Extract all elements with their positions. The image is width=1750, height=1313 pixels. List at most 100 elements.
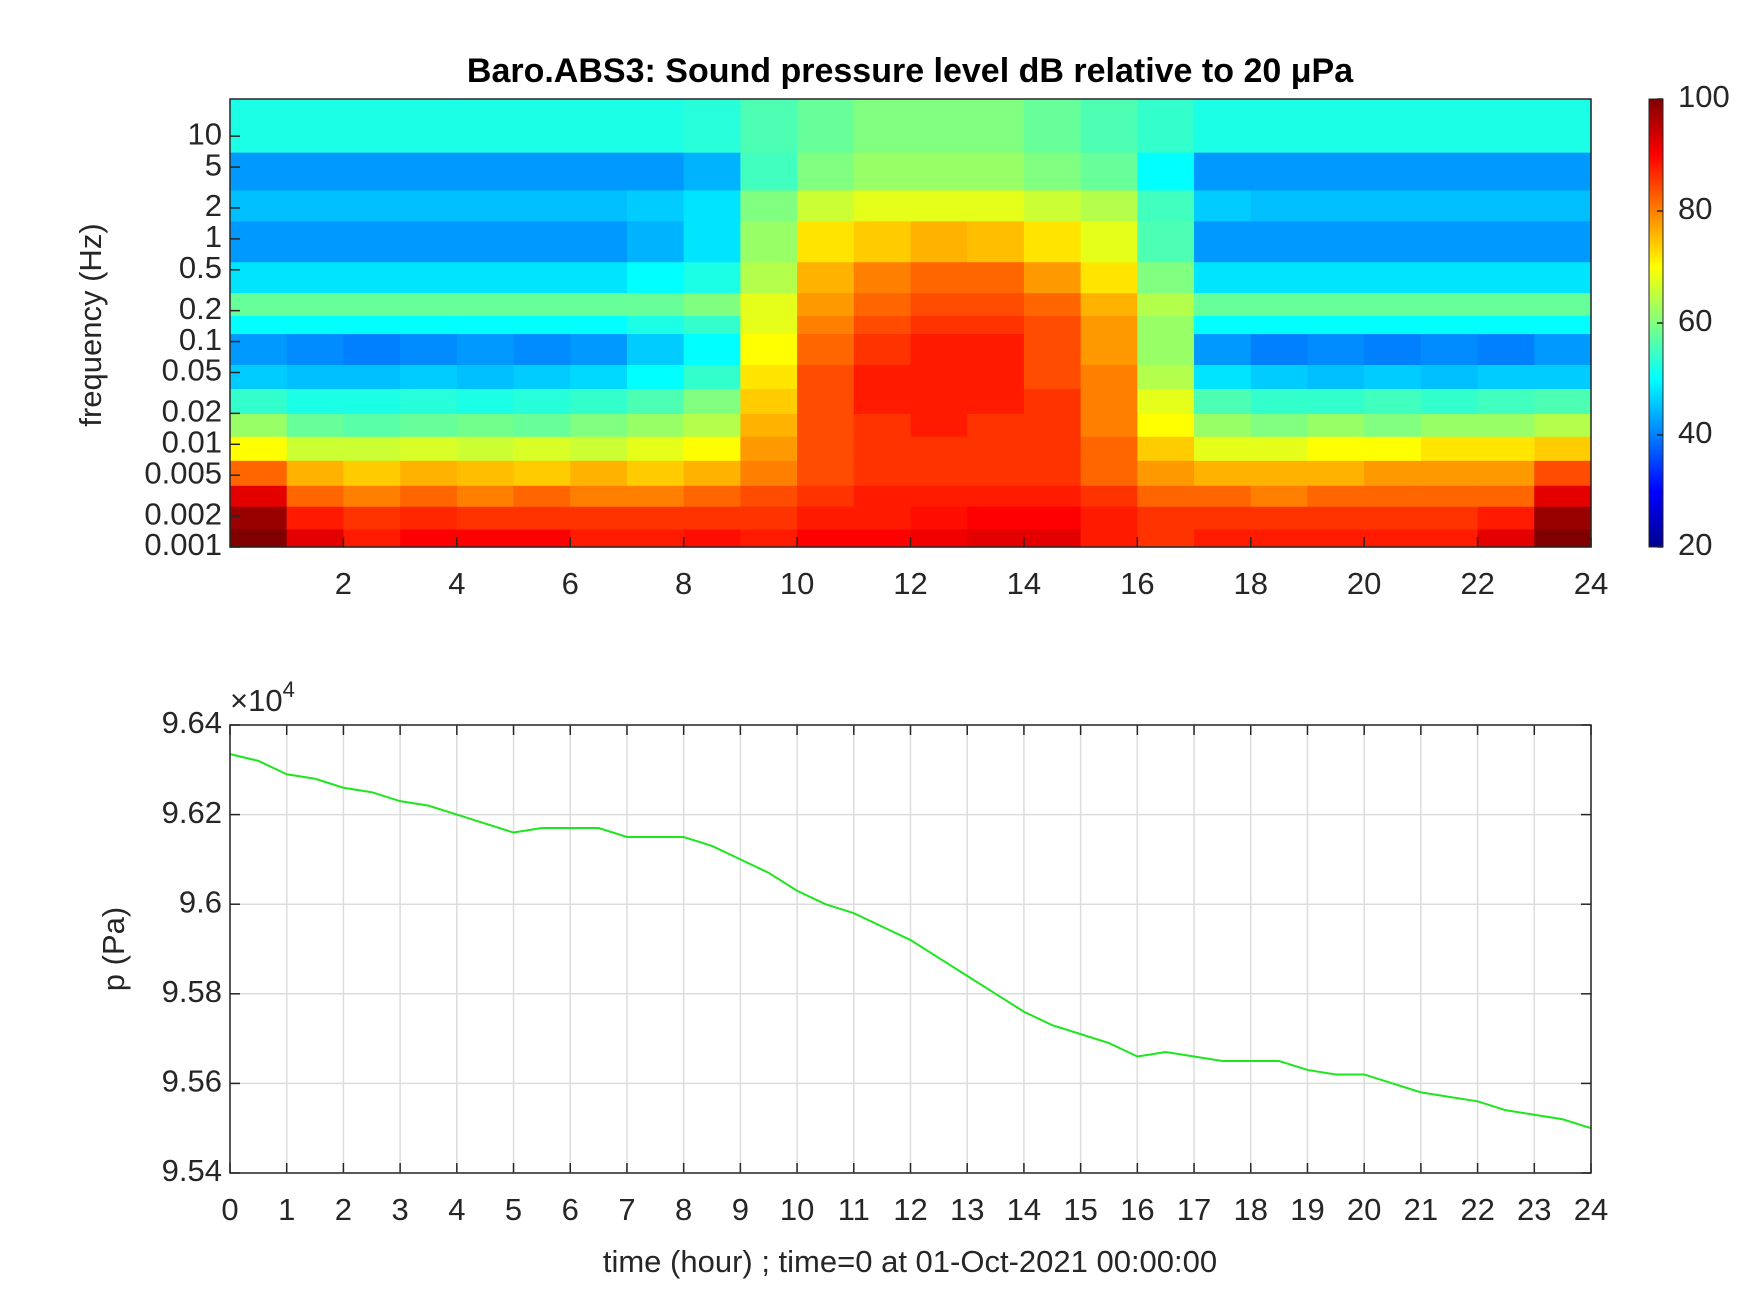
heatmap-cell	[286, 364, 345, 390]
heatmap-cell	[740, 460, 798, 486]
heatmap-cell	[513, 528, 571, 548]
heatmap-cell	[1250, 436, 1309, 461]
heatmap-cell	[683, 333, 741, 365]
heatmap-cell	[1137, 261, 1195, 294]
heatmap-cell	[740, 292, 798, 316]
heatmap-cell	[967, 333, 1025, 365]
heatmap-cell	[1080, 261, 1138, 294]
heatmap-cell	[286, 152, 345, 191]
heatmap-cell	[967, 189, 1025, 222]
heatmap-cell	[1364, 413, 1422, 437]
heatmap-cell	[626, 189, 685, 222]
heatmap-cell	[1420, 460, 1479, 486]
heatmap-cell	[1307, 485, 1365, 507]
heatmap-cell	[1477, 436, 1535, 461]
heatmap-cell	[1307, 333, 1365, 365]
heatmap-cell	[1194, 189, 1252, 222]
heatmap-cell	[1534, 220, 1592, 263]
heatmap-cell	[230, 460, 288, 486]
heatmap-cell	[1250, 220, 1309, 263]
heatmap-cell	[1477, 506, 1535, 530]
heatmap-cell	[456, 292, 515, 316]
heatmap-cell	[1534, 388, 1592, 414]
heatmap-cell	[1023, 99, 1082, 153]
heatmap-cell	[853, 528, 912, 548]
x-tick-label: 23	[1517, 1192, 1551, 1227]
y-tick-label: 0.2	[179, 291, 222, 326]
heatmap-cell	[343, 315, 401, 335]
heatmap-cell	[343, 506, 401, 530]
heatmap-cell	[1420, 220, 1479, 263]
y-tick-label: 0.1	[179, 322, 222, 357]
heatmap-cell	[1194, 485, 1252, 507]
heatmap-cell	[1420, 364, 1479, 390]
heatmap-cell	[513, 460, 571, 486]
heatmap-cell	[400, 506, 458, 530]
heatmap-cell	[967, 364, 1025, 390]
heatmap-cell	[797, 413, 855, 437]
heatmap-cell	[1420, 261, 1479, 294]
heatmap-cell	[967, 528, 1025, 548]
heatmap-cell	[740, 528, 798, 548]
heatmap-cell	[797, 261, 855, 294]
x-tick-label: 15	[1063, 1192, 1097, 1227]
heatmap-cell	[286, 436, 345, 461]
heatmap-cell	[853, 364, 912, 390]
heatmap-cell	[626, 460, 685, 486]
heatmap-cell	[1250, 333, 1309, 365]
heatmap-cell	[400, 364, 458, 390]
heatmap-cell	[1420, 315, 1479, 335]
heatmap-cell	[1307, 364, 1365, 390]
heatmap-cell	[1364, 220, 1422, 263]
y-tick-label: 0.002	[144, 496, 222, 531]
heatmap-cell	[1194, 436, 1252, 461]
heatmap-cell	[400, 460, 458, 486]
heatmap-cell	[1023, 413, 1082, 437]
heatmap-cell	[910, 261, 968, 294]
heatmap-cell	[1364, 152, 1422, 191]
heatmap-cell	[456, 99, 515, 153]
heatmap-cell	[513, 261, 571, 294]
heatmap-cell	[1250, 485, 1309, 507]
heatmap-cell	[1194, 528, 1252, 548]
heatmap-cell	[456, 485, 515, 507]
x-tick-label: 10	[780, 566, 814, 601]
heatmap-cell	[1080, 315, 1138, 335]
heatmap-cell	[1250, 315, 1309, 335]
heatmap-cell	[740, 364, 798, 390]
heatmap-cell	[683, 506, 741, 530]
heatmap-cell	[1137, 413, 1195, 437]
heatmap-cell	[400, 333, 458, 365]
heatmap-cell	[1194, 152, 1252, 191]
heatmap-cell	[1137, 99, 1195, 153]
y-tick-label: 5	[205, 147, 222, 182]
heatmap-cell	[1534, 292, 1592, 316]
heatmap-cell	[1477, 292, 1535, 316]
heatmap-cell	[1023, 220, 1082, 263]
heatmap-cell	[910, 189, 968, 222]
y-tick-label: 2	[205, 188, 222, 223]
heatmap-cell	[1137, 364, 1195, 390]
heatmap-cell	[1023, 436, 1082, 461]
heatmap-cell	[1194, 388, 1252, 414]
heatmap-cell	[400, 413, 458, 437]
heatmap-cell	[626, 436, 685, 461]
heatmap-cell	[570, 460, 628, 486]
heatmap-cell	[1023, 152, 1082, 191]
heatmap-cell	[1307, 436, 1365, 461]
heatmap-cell	[1250, 364, 1309, 390]
heatmap-cell	[1307, 388, 1365, 414]
heatmap-cell	[1477, 333, 1535, 365]
x-tick-label: 24	[1574, 1192, 1608, 1227]
heatmap-cell	[1250, 261, 1309, 294]
heatmap-cell	[797, 189, 855, 222]
heatmap-cell	[400, 152, 458, 191]
heatmap-cell	[230, 220, 288, 263]
heatmap-cell	[1420, 189, 1479, 222]
heatmap-cell	[286, 99, 345, 153]
heatmap-cell	[286, 292, 345, 316]
heatmap-cell	[910, 436, 968, 461]
y-tick-label: 9.62	[162, 795, 222, 830]
heatmap-cell	[1534, 152, 1592, 191]
